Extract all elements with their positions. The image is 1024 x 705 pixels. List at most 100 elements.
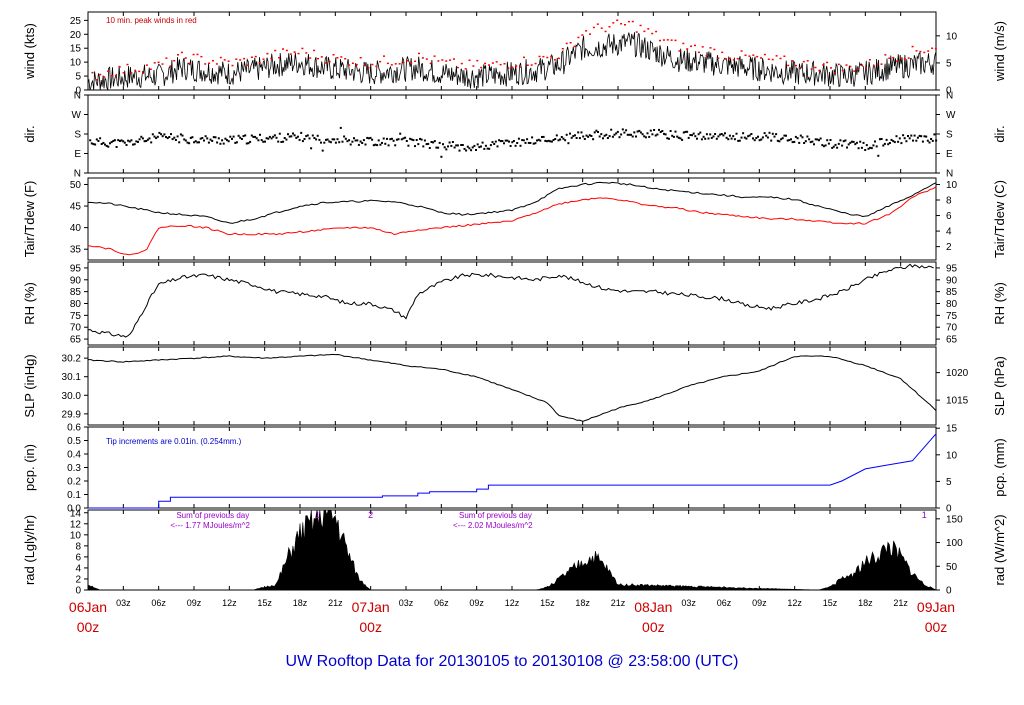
- direction-dot: [150, 141, 153, 144]
- wind-peak-mark: [585, 30, 588, 32]
- wind-peak-mark: [274, 49, 277, 52]
- direction-dot: [687, 136, 690, 139]
- direction-dot: [168, 136, 171, 138]
- direction-dot: [613, 133, 616, 136]
- direction-dot: [292, 132, 294, 135]
- panel-wind: 0 5 10 15 20 25 0 5 10 wind (kts) wind (m/s) 10 min…: [22, 11, 1007, 97]
- direction-dot: [639, 131, 642, 134]
- direction-dot: [925, 135, 928, 138]
- direction-dot: [458, 149, 461, 152]
- direction-dot: [768, 131, 771, 134]
- wind-peak-mark: [600, 27, 603, 29]
- direction-dot: [130, 139, 133, 142]
- y-tick-label-right: 150: [946, 514, 963, 525]
- direction-dot: [435, 146, 438, 149]
- direction-dot: [212, 136, 215, 139]
- direction-dot: [296, 135, 299, 138]
- direction-dot: [615, 132, 618, 135]
- direction-dot: [565, 133, 568, 136]
- direction-dot: [483, 147, 486, 150]
- y-tick-label-right: 0: [946, 86, 952, 97]
- direction-dot: [837, 142, 840, 145]
- direction-dot: [494, 140, 497, 143]
- y-tick-label-left: 0.5: [67, 436, 81, 447]
- direction-dot: [231, 137, 233, 140]
- direction-dot: [839, 139, 842, 142]
- day-label: 06Jan: [69, 599, 107, 615]
- y-tick-label-left: 6: [75, 552, 81, 563]
- wind-peak-mark: [678, 50, 681, 52]
- direction-dot: [569, 132, 571, 135]
- direction-dot: [790, 138, 792, 141]
- series-slp-line: [88, 353, 937, 422]
- wind-peak-mark: [95, 79, 98, 81]
- direction-dot: [712, 135, 715, 138]
- wind-peak-mark: [643, 30, 646, 33]
- direction-dot: [194, 140, 197, 143]
- direction-dot: [702, 135, 705, 138]
- wind-peak-mark: [359, 57, 362, 59]
- direction-dot: [827, 142, 830, 145]
- direction-dot: [506, 139, 509, 142]
- direction-dot: [369, 136, 372, 139]
- direction-dot: [290, 135, 293, 138]
- direction-dot: [102, 141, 105, 144]
- direction-dot: [719, 133, 722, 136]
- direction-dot: [682, 131, 685, 134]
- y-tick-label-left: 85: [70, 287, 82, 298]
- y-tick-label-left: 30.0: [62, 391, 82, 402]
- direction-dot: [679, 137, 682, 140]
- wind-peak-mark: [554, 59, 556, 61]
- direction-dot: [689, 134, 692, 136]
- direction-dot: [916, 136, 919, 139]
- direction-dot: [671, 134, 674, 137]
- wind-peak-mark: [126, 63, 129, 66]
- radiation-day-number: 1: [922, 510, 927, 520]
- series-precip-line: [88, 433, 937, 509]
- wind-peak-mark: [149, 68, 152, 70]
- direction-dot: [141, 137, 144, 140]
- direction-dot: [775, 133, 778, 136]
- direction-dot: [794, 135, 797, 138]
- direction-dot: [92, 143, 95, 146]
- wind-peak-mark: [670, 39, 673, 41]
- direction-dot: [405, 140, 408, 142]
- y-tick-label-left: 10: [70, 530, 82, 541]
- wind-peak-mark: [348, 64, 351, 66]
- direction-dot: [247, 142, 250, 145]
- wind-peak-mark: [130, 72, 133, 74]
- direction-dot: [394, 144, 397, 147]
- direction-dot: [112, 140, 115, 142]
- direction-dot: [684, 130, 687, 133]
- direction-dot: [196, 141, 199, 144]
- direction-dot: [471, 146, 474, 149]
- direction-dot: [893, 141, 896, 144]
- direction-dot: [203, 139, 205, 142]
- radiation-sum-value: <--- 1.77 MJoules/m^2: [170, 521, 250, 530]
- wind-peak-mark: [538, 55, 541, 58]
- y-tick-label-right: 90: [946, 275, 958, 286]
- wind-peak-mark: [631, 20, 634, 23]
- wind-peak-mark: [351, 62, 354, 64]
- direction-dot: [366, 136, 369, 139]
- direction-dot: [755, 137, 758, 140]
- direction-dot: [447, 145, 449, 148]
- direction-dot: [107, 145, 110, 148]
- y-axis-label-right: rad (W/m^2): [992, 514, 1007, 585]
- panel-frame: [87, 261, 937, 346]
- wind-peak-mark: [188, 62, 191, 65]
- direction-dot: [582, 135, 585, 138]
- direction-dot: [608, 135, 611, 138]
- wind-peak-mark: [783, 55, 786, 57]
- wind-peak-mark: [795, 64, 797, 67]
- direction-dot: [320, 141, 322, 144]
- y-tick-label-left: 30.2: [62, 354, 82, 365]
- direction-dot: [237, 134, 240, 137]
- direction-dot: [318, 138, 321, 141]
- direction-dot: [143, 140, 146, 143]
- direction-dot: [344, 137, 347, 140]
- time-axis: 03z 06z 09z 12z 15z 18z 21z 03z 06z 09z 12z 15z 18z 2…: [69, 598, 955, 635]
- day-sub-label: 00z: [359, 619, 382, 635]
- time-tick-label: 12z: [222, 598, 237, 608]
